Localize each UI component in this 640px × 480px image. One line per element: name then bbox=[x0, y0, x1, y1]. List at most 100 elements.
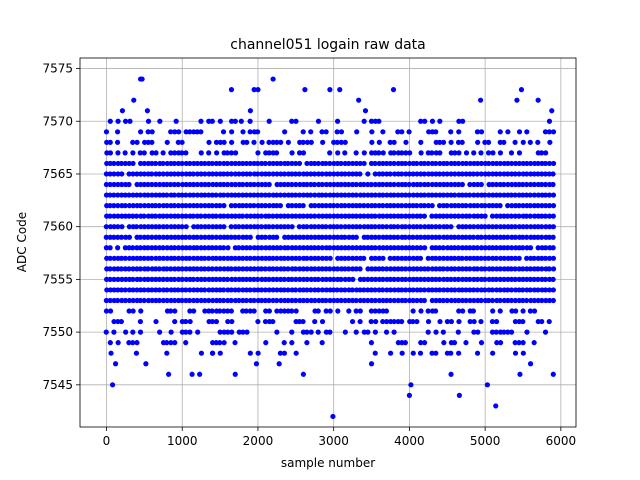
data-point bbox=[346, 297, 352, 304]
data-point bbox=[293, 181, 299, 188]
data-point bbox=[259, 203, 265, 209]
data-point bbox=[107, 287, 114, 293]
data-point bbox=[546, 160, 553, 167]
outlier-point bbox=[139, 76, 145, 82]
data-point bbox=[524, 129, 530, 135]
data-point bbox=[308, 203, 314, 209]
data-point bbox=[175, 171, 181, 177]
data-point bbox=[111, 276, 117, 282]
data-point bbox=[202, 234, 208, 240]
data-point bbox=[262, 266, 268, 272]
data-point bbox=[452, 203, 458, 209]
data-point bbox=[179, 245, 186, 251]
data-point bbox=[335, 150, 341, 156]
data-point bbox=[217, 350, 223, 356]
data-point bbox=[107, 213, 113, 219]
data-point bbox=[437, 139, 443, 145]
data-point bbox=[312, 234, 318, 240]
data-point bbox=[418, 234, 424, 240]
data-point bbox=[240, 203, 246, 209]
data-point bbox=[115, 213, 121, 219]
data-point bbox=[346, 171, 352, 177]
data-point bbox=[531, 340, 537, 346]
data-point bbox=[467, 245, 473, 251]
data-point bbox=[535, 139, 541, 145]
data-point bbox=[153, 192, 159, 198]
data-point bbox=[118, 287, 125, 293]
data-point bbox=[130, 340, 136, 346]
data-point bbox=[270, 139, 276, 145]
data-point bbox=[315, 308, 321, 314]
data-point bbox=[247, 192, 253, 198]
data-point bbox=[467, 318, 473, 325]
data-point bbox=[236, 245, 242, 251]
data-point bbox=[399, 318, 405, 325]
data-point bbox=[410, 171, 416, 177]
data-point bbox=[187, 192, 193, 198]
data-point bbox=[240, 266, 246, 272]
data-point bbox=[190, 276, 196, 282]
data-point bbox=[543, 150, 549, 156]
data-point bbox=[338, 255, 344, 261]
data-point bbox=[164, 181, 170, 188]
data-point bbox=[293, 213, 299, 219]
data-point bbox=[455, 276, 462, 282]
data-point bbox=[535, 266, 541, 272]
data-point bbox=[349, 318, 356, 325]
data-point bbox=[399, 203, 405, 209]
data-point bbox=[164, 213, 170, 219]
data-point bbox=[266, 255, 272, 261]
data-point bbox=[334, 118, 341, 124]
data-point bbox=[119, 297, 125, 304]
data-point bbox=[335, 255, 341, 261]
data-point bbox=[448, 181, 454, 188]
data-point bbox=[251, 139, 257, 145]
data-point bbox=[243, 160, 250, 167]
data-point bbox=[247, 266, 254, 272]
data-point bbox=[202, 192, 208, 198]
data-point bbox=[429, 213, 435, 219]
outlier-point bbox=[550, 371, 556, 377]
data-point bbox=[263, 245, 269, 251]
data-point bbox=[308, 139, 314, 145]
data-point bbox=[240, 181, 246, 188]
data-point bbox=[244, 266, 250, 272]
data-point bbox=[172, 340, 178, 346]
data-point bbox=[297, 276, 303, 282]
data-point bbox=[485, 150, 492, 156]
data-point bbox=[338, 139, 344, 145]
data-point bbox=[535, 297, 541, 304]
data-point bbox=[221, 213, 227, 219]
data-point bbox=[349, 181, 356, 188]
data-point bbox=[145, 297, 152, 304]
data-point bbox=[285, 266, 291, 272]
data-point bbox=[440, 171, 447, 177]
data-point bbox=[183, 318, 189, 325]
data-point bbox=[141, 255, 147, 261]
data-point bbox=[111, 224, 117, 230]
data-point bbox=[372, 213, 378, 219]
data-point bbox=[300, 129, 306, 135]
data-point bbox=[474, 266, 480, 272]
data-point bbox=[289, 192, 295, 198]
data-point bbox=[213, 224, 220, 230]
data-point bbox=[221, 171, 227, 177]
data-point bbox=[263, 340, 269, 346]
data-point bbox=[433, 350, 439, 356]
data-point bbox=[202, 224, 208, 230]
outlier-point bbox=[112, 361, 119, 367]
data-point bbox=[417, 287, 424, 293]
data-point bbox=[437, 318, 443, 325]
data-point bbox=[407, 287, 413, 293]
data-point bbox=[137, 234, 143, 240]
data-point bbox=[399, 255, 405, 261]
data-point bbox=[418, 150, 424, 156]
data-point bbox=[542, 213, 549, 219]
data-point bbox=[137, 203, 144, 209]
data-point bbox=[543, 297, 549, 304]
data-point bbox=[342, 329, 348, 335]
data-point bbox=[278, 308, 284, 314]
data-point bbox=[141, 160, 147, 167]
data-point bbox=[206, 276, 212, 282]
data-point bbox=[327, 266, 333, 272]
